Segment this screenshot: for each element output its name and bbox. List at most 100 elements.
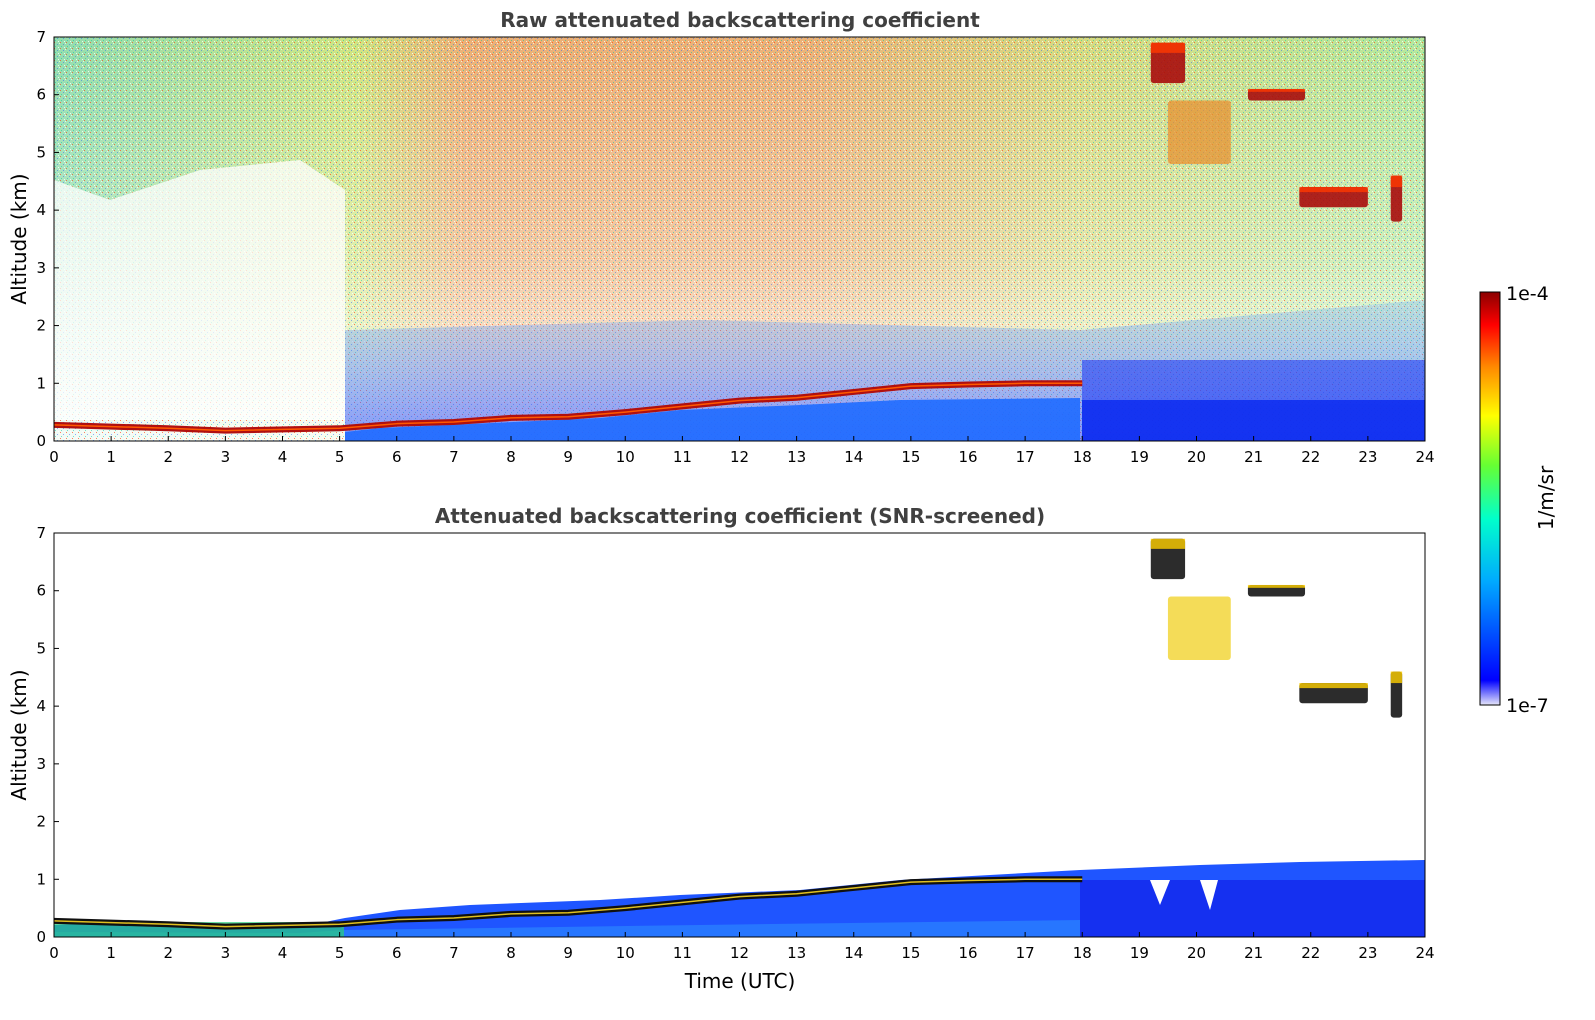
bottom-x-ticks: 0 1 2 3 4 5 6 7 8 9 10 11 12 13 14 15 16 17 18 19 20 21 22 23 24 <box>49 932 1435 962</box>
bottom-y-axis-label: Altitude (km) <box>7 669 31 800</box>
cloud-layer-edge <box>1247 88 1306 92</box>
cloud-layer <box>1167 596 1231 660</box>
x-tick-label: 3 <box>221 944 231 962</box>
x-tick-label: 24 <box>1415 944 1434 962</box>
cloud-layer <box>1150 538 1186 580</box>
cloud-layer <box>1150 42 1186 84</box>
x-tick-label: 16 <box>958 448 977 466</box>
colorbar-min-label: 1e-7 <box>1506 695 1549 717</box>
x-tick-label: 20 <box>1187 944 1206 962</box>
top-chart-title: Raw attenuated backscattering coefficien… <box>500 8 980 32</box>
boundary-layer-top-highlight <box>53 878 1083 928</box>
top-cloud-layers <box>1150 42 1403 222</box>
top-heatmap-image <box>54 37 1425 441</box>
bottom-heatmap-panel: 0 1 2 3 4 5 6 7 8 9 10 11 12 13 14 15 16 17 18 19 20 21 22 23 24… <box>7 524 1435 993</box>
y-tick-label: 0 <box>36 928 46 946</box>
cloud-layer-edge <box>1390 175 1403 188</box>
colorbar-label: 1/m/sr <box>1534 465 1558 530</box>
colorbar-gradient <box>1479 291 1501 706</box>
x-tick-label: 22 <box>1301 944 1320 962</box>
x-tick-label: 2 <box>163 448 173 466</box>
x-tick-label: 18 <box>1073 944 1092 962</box>
cloud-layer-edge <box>1299 187 1368 193</box>
y-tick-label: 1 <box>36 374 46 392</box>
x-tick-label: 22 <box>1301 448 1320 466</box>
top-x-ticks: 0 1 2 3 4 5 6 7 8 9 10 11 12 13 14 15 16 17 18 19 20 21 22 23 24 <box>49 436 1435 466</box>
top-y-axis-label: Altitude (km) <box>7 173 31 304</box>
x-tick-label: 9 <box>563 944 573 962</box>
x-tick-label: 20 <box>1187 448 1206 466</box>
x-tick-label: 18 <box>1073 448 1092 466</box>
colorbar: 1e-4 1e-7 1/m/sr <box>1479 283 1558 717</box>
y-tick-label: 2 <box>36 317 46 335</box>
x-tick-label: 1 <box>106 944 116 962</box>
x-tick-label: 17 <box>1016 944 1035 962</box>
boundary-layer-top-highlight <box>53 382 1083 432</box>
x-tick-label: 21 <box>1244 944 1263 962</box>
x-tick-label: 10 <box>616 944 635 962</box>
x-tick-label: 5 <box>335 448 345 466</box>
x-tick-label: 23 <box>1358 448 1377 466</box>
x-tick-label: 13 <box>787 448 806 466</box>
bottom-chart-title: Attenuated backscattering coefficient (S… <box>435 504 1045 528</box>
y-tick-label: 0 <box>36 432 46 450</box>
x-tick-label: 6 <box>392 448 402 466</box>
cloud-layer-edge <box>1299 683 1368 689</box>
y-tick-label: 4 <box>36 201 46 219</box>
colorbar-max-label: 1e-4 <box>1506 283 1549 305</box>
cloud-layer-edge <box>1390 671 1403 684</box>
y-tick-label: 3 <box>36 259 46 277</box>
x-tick-label: 21 <box>1244 448 1263 466</box>
x-tick-label: 19 <box>1130 448 1149 466</box>
cloud-layer-edge <box>1247 584 1306 588</box>
x-tick-label: 2 <box>163 944 173 962</box>
y-tick-label: 1 <box>36 870 46 888</box>
x-tick-label: 0 <box>49 944 59 962</box>
bottom-cloud-layers <box>1150 538 1403 718</box>
top-heatmap-panel: 0 1 2 3 4 5 6 7 8 9 10 11 12 13 14 15 16 17 18 19 20 21 22 23 24… <box>7 28 1435 466</box>
x-tick-label: 8 <box>506 944 516 962</box>
y-tick-label: 5 <box>36 143 46 161</box>
y-tick-label: 6 <box>36 86 46 104</box>
x-tick-label: 0 <box>49 448 59 466</box>
x-tick-label: 12 <box>730 448 749 466</box>
x-axis-label: Time (UTC) <box>684 969 796 993</box>
x-tick-label: 7 <box>449 448 459 466</box>
cloud-layer-edge <box>1150 538 1186 549</box>
x-tick-label: 14 <box>844 944 863 962</box>
y-tick-label: 6 <box>36 582 46 600</box>
x-tick-label: 24 <box>1415 448 1434 466</box>
x-tick-label: 4 <box>278 448 288 466</box>
cloud-layer-edge <box>1150 42 1186 53</box>
x-tick-label: 3 <box>221 448 231 466</box>
x-tick-label: 9 <box>563 448 573 466</box>
x-tick-label: 13 <box>787 944 806 962</box>
x-tick-label: 19 <box>1130 944 1149 962</box>
cloud-layer <box>1167 100 1231 164</box>
y-tick-label: 7 <box>36 524 46 542</box>
x-tick-label: 11 <box>673 448 692 466</box>
x-tick-label: 5 <box>335 944 345 962</box>
bottom-y-ticks: 0 1 2 3 4 5 6 7 <box>36 524 59 946</box>
x-tick-label: 1 <box>106 448 116 466</box>
x-tick-label: 11 <box>673 944 692 962</box>
y-tick-label: 7 <box>36 28 46 46</box>
top-boundary-layer <box>53 380 1083 434</box>
y-tick-label: 5 <box>36 639 46 657</box>
y-tick-label: 2 <box>36 813 46 831</box>
x-tick-label: 6 <box>392 944 402 962</box>
x-tick-label: 8 <box>506 448 516 466</box>
x-tick-label: 4 <box>278 944 288 962</box>
y-tick-label: 3 <box>36 755 46 773</box>
bottom-boundary-layer <box>53 876 1083 930</box>
x-tick-label: 15 <box>901 944 920 962</box>
x-tick-label: 10 <box>616 448 635 466</box>
x-tick-label: 23 <box>1358 944 1377 962</box>
x-tick-label: 16 <box>958 944 977 962</box>
x-tick-label: 14 <box>844 448 863 466</box>
y-tick-label: 4 <box>36 697 46 715</box>
top-y-ticks: 0 1 2 3 4 5 6 7 <box>36 28 59 450</box>
x-tick-label: 15 <box>901 448 920 466</box>
x-tick-label: 17 <box>1016 448 1035 466</box>
